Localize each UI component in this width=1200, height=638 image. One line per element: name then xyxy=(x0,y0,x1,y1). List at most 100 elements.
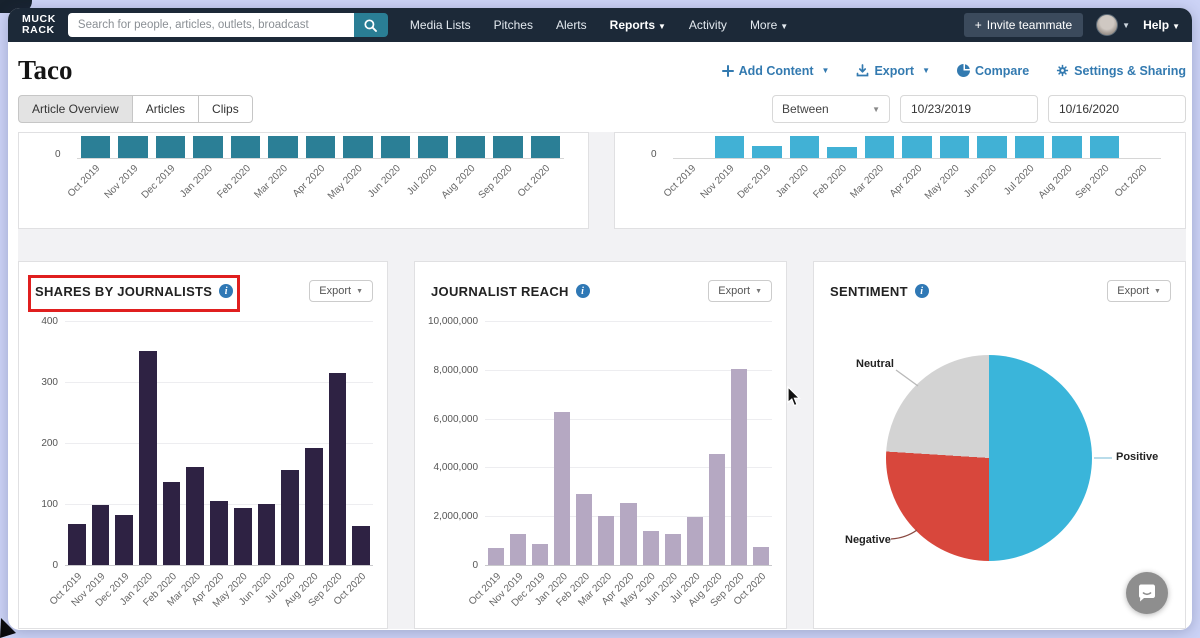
bar xyxy=(493,136,523,158)
nav-item-reports[interactable]: Reports ▼ xyxy=(609,18,666,32)
bar xyxy=(902,136,932,158)
export-chart-button[interactable]: Export ▼ xyxy=(309,280,374,302)
bar xyxy=(1014,136,1045,158)
page-title: Taco xyxy=(18,55,73,85)
bar xyxy=(752,146,782,158)
y-axis-tick-label: 400 xyxy=(41,316,58,327)
gear-icon xyxy=(1057,64,1069,77)
bar xyxy=(230,136,261,158)
bar xyxy=(118,136,148,158)
date-range-operator-select[interactable]: Between ▼ xyxy=(772,95,890,123)
muckrack-logo[interactable]: MUCK RACK xyxy=(22,12,56,36)
top-charts-row: 0 Oct 2019 Nov 2019 Dec 2019 Jan 2020 Feb 20… xyxy=(18,132,1186,229)
info-icon[interactable]: i xyxy=(219,284,234,298)
bar xyxy=(864,136,895,158)
help-menu[interactable]: Help ▼ xyxy=(1143,18,1180,32)
tab-clips[interactable]: Clips xyxy=(198,95,253,123)
logo-line1: MUCK xyxy=(22,12,56,25)
search-input[interactable] xyxy=(67,13,354,37)
y-axis-tick-label: 100 xyxy=(41,499,58,510)
y-axis-zero-label: 0 xyxy=(651,149,657,160)
bar-series xyxy=(485,322,772,566)
sentiment-panel: SENTIMENT i Export ▼ xyxy=(813,261,1186,629)
journalist-reach-panel: JOURNALIST REACH i Export ▼ 0 2,000,000 4,0… xyxy=(414,261,787,629)
invite-teammate-button[interactable]: + Invite teammate xyxy=(963,13,1084,37)
tab-articles[interactable]: Articles xyxy=(131,95,200,123)
bar xyxy=(418,136,448,158)
main-content: Taco Add Content ▼ Export ▼ Compare Settin… xyxy=(8,55,1192,629)
plot-area: 0 2,000,000 4,000,000 6,000,000 8,000,000 10,… xyxy=(428,316,772,571)
bar xyxy=(752,547,770,565)
bar xyxy=(68,524,86,565)
start-date-input[interactable] xyxy=(900,95,1038,123)
chevron-down-icon: ▼ xyxy=(1172,22,1180,31)
x-axis-label: Oct 2020 xyxy=(731,571,769,608)
chevron-down-icon: ▼ xyxy=(755,287,762,295)
end-date-input[interactable] xyxy=(1048,95,1186,123)
y-axis-tick-label: 8,000,000 xyxy=(433,364,479,376)
bar xyxy=(708,454,725,565)
panel-title: SENTIMENT i xyxy=(830,284,929,299)
x-axis-labels: Oct 2019 Nov 2019 Dec 2019 Jan 2020 Feb 2020… xyxy=(48,568,373,626)
settings-sharing-button[interactable]: Settings & Sharing xyxy=(1056,64,1186,78)
bar xyxy=(939,136,970,158)
gridline xyxy=(65,321,374,322)
gridline xyxy=(485,369,772,371)
y-axis-tick-label: 0 xyxy=(472,560,479,571)
bar xyxy=(139,351,157,565)
tab-article-overview[interactable]: Article Overview xyxy=(18,95,133,123)
bar xyxy=(827,147,857,158)
chat-launcher-button[interactable] xyxy=(1126,572,1168,614)
compare-button[interactable]: Compare xyxy=(956,64,1029,78)
nav-items: Media Lists Pitches Alerts Reports ▼ Acti… xyxy=(410,18,788,32)
bar xyxy=(155,136,186,158)
plus-icon xyxy=(721,64,734,77)
y-axis-tick-label: 2,000,000 xyxy=(433,511,479,523)
nav-item-more[interactable]: More ▼ xyxy=(749,18,789,32)
bar xyxy=(530,136,561,158)
export-report-button[interactable]: Export ▼ xyxy=(856,64,930,78)
bar xyxy=(620,503,637,565)
x-axis-label: Oct 2020 xyxy=(331,571,369,608)
nav-item-activity[interactable]: Activity xyxy=(688,18,727,32)
bar xyxy=(598,516,615,565)
info-icon[interactable]: i xyxy=(914,284,929,298)
search-button[interactable] xyxy=(353,13,388,37)
user-menu[interactable]: ▼ xyxy=(1096,14,1130,36)
report-toolbar: Article Overview Articles Clips Between ▼ xyxy=(18,95,1186,123)
bar xyxy=(714,136,745,158)
add-content-button[interactable]: Add Content ▼ xyxy=(721,64,830,78)
y-axis-tick-label: 0 xyxy=(52,560,58,571)
chevron-down-icon: ▼ xyxy=(356,287,364,295)
download-icon xyxy=(857,64,869,77)
gridline xyxy=(485,418,772,420)
pie-chart-icon xyxy=(956,64,970,77)
chart-panel-partial-right: 0 Oct 2019 Nov 2019 Dec 2019 Jan 2020 Feb 20… xyxy=(614,132,1186,229)
pie-label-neutral: Neutral xyxy=(856,358,894,370)
bar xyxy=(730,369,747,565)
bar-series xyxy=(77,133,564,159)
panel-title: SHARES BY JOURNALISTS i xyxy=(35,284,234,299)
panel-header: JOURNALIST REACH i Export ▼ xyxy=(415,262,786,302)
page-header: Taco Add Content ▼ Export ▼ Compare Settin… xyxy=(18,55,1186,86)
bar-series xyxy=(65,322,374,566)
plot-area: 0 100 200 300 400 xyxy=(41,316,374,571)
nav-item-pitches[interactable]: Pitches xyxy=(493,18,533,32)
bar xyxy=(532,544,549,565)
export-chart-button[interactable]: Export ▼ xyxy=(708,280,772,302)
bar xyxy=(455,136,486,158)
bar xyxy=(977,136,1007,158)
pie-chart: Neutral Positive Negative xyxy=(814,314,1185,628)
export-chart-button[interactable]: Export ▼ xyxy=(1107,280,1171,302)
info-icon[interactable]: i xyxy=(575,284,590,298)
y-axis-tick-label: 4,000,000 xyxy=(433,462,479,474)
bar xyxy=(281,470,299,565)
bar xyxy=(343,136,373,158)
bar xyxy=(352,526,370,565)
plus-icon: + xyxy=(974,18,982,32)
avatar xyxy=(1096,14,1119,36)
chevron-down-icon: ▼ xyxy=(821,66,830,75)
bar xyxy=(162,482,181,565)
nav-item-media-lists[interactable]: Media Lists xyxy=(409,18,471,32)
nav-item-alerts[interactable]: Alerts xyxy=(555,18,587,32)
